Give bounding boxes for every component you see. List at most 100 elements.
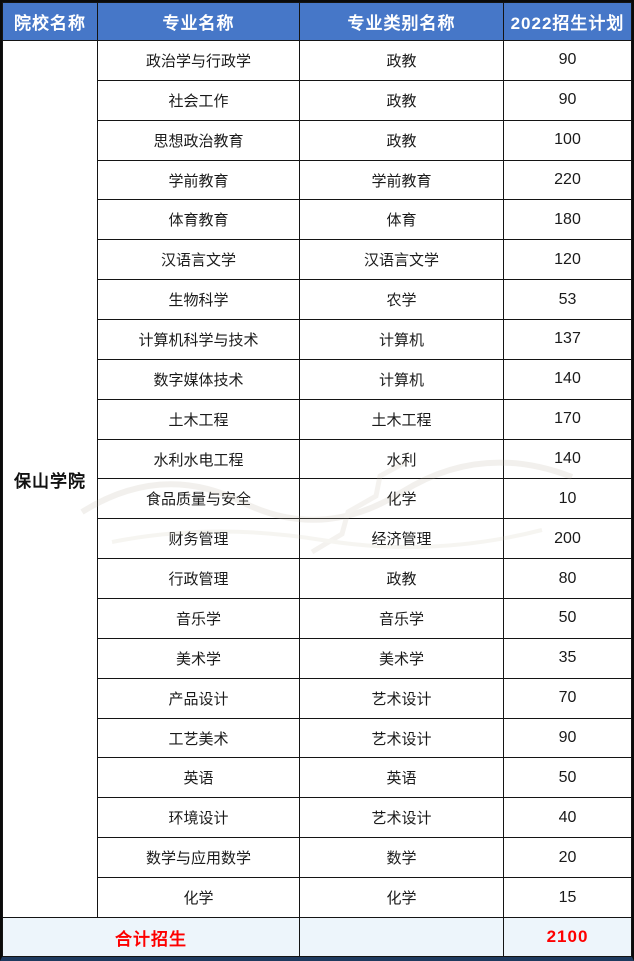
table-row: 财务管理 经济管理 200 <box>3 518 632 560</box>
category-cell: 土木工程 <box>299 398 504 440</box>
table-row: 数学与应用数学 数学 20 <box>3 837 632 879</box>
plan-cell: 20 <box>503 837 632 879</box>
plan-cell: 180 <box>503 199 632 241</box>
category-cell: 政教 <box>299 119 504 161</box>
table-row: 学前教育 学前教育 220 <box>3 159 632 201</box>
header-major-name: 专业名称 <box>97 2 300 41</box>
plan-cell: 50 <box>503 757 632 799</box>
table-row: 数字媒体技术 计算机 140 <box>3 358 632 400</box>
plan-cell: 35 <box>503 637 632 679</box>
total-empty-cell <box>299 917 504 957</box>
major-cell: 社会工作 <box>97 79 300 121</box>
table-row: 行政管理 政教 80 <box>3 558 632 600</box>
category-cell: 数学 <box>299 837 504 879</box>
category-cell: 政教 <box>299 40 504 81</box>
plan-cell: 140 <box>503 438 632 480</box>
table-row: 体育教育 体育 180 <box>3 199 632 241</box>
major-cell: 思想政治教育 <box>97 119 300 161</box>
category-cell: 计算机 <box>299 358 504 400</box>
table-row: 生物科学 农学 53 <box>3 279 632 321</box>
plan-cell: 10 <box>503 478 632 520</box>
major-cell: 数字媒体技术 <box>97 358 300 400</box>
header-category-name: 专业类别名称 <box>299 2 504 41</box>
plan-cell: 120 <box>503 239 632 281</box>
plan-cell: 50 <box>503 598 632 639</box>
category-cell: 英语 <box>299 757 504 799</box>
table-row: 工艺美术 艺术设计 90 <box>3 717 632 759</box>
major-cell: 学前教育 <box>97 159 300 201</box>
table-body: 保山学院 政治学与行政学 政教 90 社会工作 政教 90 思想政治教育 政教 100 学前教育 学前… <box>2 40 632 918</box>
college-name-cell: 保山学院 <box>2 40 98 918</box>
header-plan-2022: 2022招生计划 <box>503 2 632 41</box>
plan-cell: 200 <box>503 518 632 560</box>
category-cell: 政教 <box>299 79 504 121</box>
table-row: 水利水电工程 水利 140 <box>3 438 632 480</box>
plan-cell: 15 <box>503 877 632 918</box>
major-cell: 政治学与行政学 <box>97 40 300 81</box>
major-cell: 土木工程 <box>97 398 300 440</box>
table-row: 产品设计 艺术设计 70 <box>3 677 632 719</box>
total-value: 2100 <box>503 917 632 957</box>
major-cell: 英语 <box>97 757 300 799</box>
header-row: 院校名称 专业名称 专业类别名称 2022招生计划 <box>2 2 632 41</box>
table-row: 保山学院 政治学与行政学 政教 90 <box>2 40 632 918</box>
total-label: 合计招生 <box>2 917 300 957</box>
category-cell: 汉语言文学 <box>299 239 504 281</box>
plan-cell: 40 <box>503 797 632 839</box>
table-row: 音乐学 音乐学 50 <box>3 598 632 639</box>
major-cell: 工艺美术 <box>97 717 300 759</box>
major-cell: 生物科学 <box>97 279 300 321</box>
major-cell: 行政管理 <box>97 558 300 600</box>
major-cell: 食品质量与安全 <box>97 478 300 520</box>
plan-cell: 220 <box>503 159 632 201</box>
category-cell: 计算机 <box>299 319 504 360</box>
category-cell: 音乐学 <box>299 598 504 639</box>
major-cell: 产品设计 <box>97 677 300 719</box>
plan-cell: 90 <box>503 40 632 81</box>
major-cell: 汉语言文学 <box>97 239 300 281</box>
table-row: 英语 英语 50 <box>3 757 632 799</box>
plan-cell: 80 <box>503 558 632 600</box>
major-cell: 财务管理 <box>97 518 300 560</box>
plan-cell: 137 <box>503 319 632 360</box>
category-cell: 艺术设计 <box>299 677 504 719</box>
table-row: 美术学 美术学 35 <box>3 637 632 679</box>
table-row: 社会工作 政教 90 <box>3 79 632 121</box>
category-cell: 艺术设计 <box>299 797 504 839</box>
table-row: 土木工程 土木工程 170 <box>3 398 632 440</box>
table-row: 化学 化学 15 <box>3 877 632 918</box>
plan-cell: 140 <box>503 358 632 400</box>
total-row: 合计招生 2100 <box>2 917 632 957</box>
category-cell: 化学 <box>299 877 504 918</box>
table-row: 汉语言文学 汉语言文学 120 <box>3 239 632 281</box>
plan-cell: 100 <box>503 119 632 161</box>
table-row: 计算机科学与技术 计算机 137 <box>3 319 632 360</box>
major-cell: 化学 <box>97 877 300 918</box>
category-cell: 化学 <box>299 478 504 520</box>
header-college-name: 院校名称 <box>2 2 98 41</box>
major-cell: 计算机科学与技术 <box>97 319 300 360</box>
plan-cell: 70 <box>503 677 632 719</box>
plan-cell: 170 <box>503 398 632 440</box>
major-cell: 美术学 <box>97 637 300 679</box>
category-cell: 美术学 <box>299 637 504 679</box>
major-cell: 水利水电工程 <box>97 438 300 480</box>
major-cell: 数学与应用数学 <box>97 837 300 879</box>
category-cell: 体育 <box>299 199 504 241</box>
category-cell: 艺术设计 <box>299 717 504 759</box>
plan-cell: 90 <box>503 79 632 121</box>
table-row: 食品质量与安全 化学 10 <box>3 478 632 520</box>
plan-cell: 53 <box>503 279 632 321</box>
major-cell: 环境设计 <box>97 797 300 839</box>
major-cell: 音乐学 <box>97 598 300 639</box>
category-cell: 经济管理 <box>299 518 504 560</box>
table-row: 思想政治教育 政教 100 <box>3 119 632 161</box>
category-cell: 学前教育 <box>299 159 504 201</box>
category-cell: 农学 <box>299 279 504 321</box>
category-cell: 政教 <box>299 558 504 600</box>
table-row: 环境设计 艺术设计 40 <box>3 797 632 839</box>
category-cell: 水利 <box>299 438 504 480</box>
major-cell: 体育教育 <box>97 199 300 241</box>
